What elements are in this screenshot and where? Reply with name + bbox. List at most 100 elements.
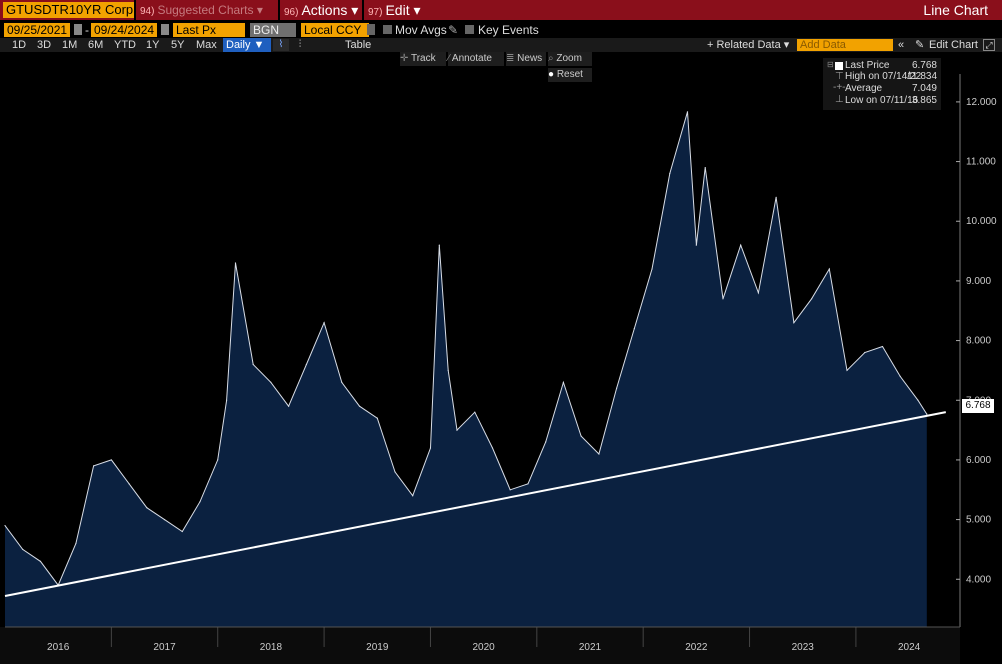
- related-data-button[interactable]: + Related Data ▾: [707, 39, 790, 51]
- price-point: [704, 166, 706, 169]
- edit-menu[interactable]: 97) Edit ▾: [368, 2, 421, 18]
- collapse-icon[interactable]: «: [898, 39, 905, 51]
- currency-dropdown-icon[interactable]: [367, 24, 375, 35]
- field-select[interactable]: Last Px: [173, 23, 245, 37]
- price-point: [491, 447, 494, 449]
- price-point: [686, 111, 689, 113]
- key-events-label: Key Events: [478, 23, 539, 37]
- key-events-checkbox[interactable]: [465, 25, 474, 34]
- price-point: [456, 429, 458, 431]
- price-point: [110, 459, 112, 461]
- end-date-field[interactable]: 09/24/2024: [91, 23, 158, 37]
- range-1d[interactable]: 1D: [12, 39, 27, 51]
- table-button[interactable]: Table: [345, 39, 372, 51]
- x-axis-band: [0, 627, 960, 664]
- price-point: [926, 413, 928, 415]
- price-point: [509, 489, 511, 491]
- separator: [362, 0, 364, 20]
- line-chart-icon[interactable]: ⌇: [273, 39, 289, 51]
- zoom-button[interactable]: ⌕ Zoom: [548, 52, 592, 66]
- price-point: [358, 405, 361, 407]
- pencil-icon[interactable]: ✎: [448, 23, 459, 37]
- edit-chart-button[interactable]: Edit Chart: [929, 39, 978, 51]
- x-tick-label: 2022: [685, 642, 708, 653]
- header-bar: GTUSDTR10YR Corp 94) Suggested Charts ▾ 9…: [0, 0, 1002, 20]
- mov-avgs-checkbox[interactable]: [383, 25, 392, 34]
- high-icon: ⊤: [835, 71, 844, 82]
- price-point: [474, 411, 476, 413]
- ticker-field[interactable]: GTUSDTR10YR Corp: [3, 2, 137, 18]
- average-icon: -+-: [833, 82, 846, 93]
- chart-type-title: Line Chart: [923, 2, 988, 18]
- price-point: [527, 483, 529, 485]
- range-ytd[interactable]: YTD: [114, 39, 136, 51]
- price-point: [810, 298, 813, 300]
- x-tick-label: 2021: [579, 642, 602, 653]
- price-point: [580, 435, 582, 437]
- price-point: [740, 244, 742, 246]
- price-point: [846, 369, 848, 372]
- price-point: [562, 381, 565, 383]
- price-point: [376, 417, 378, 419]
- y-tick-label: 10.000: [966, 216, 997, 227]
- collapse-icon[interactable]: ⊟: [827, 60, 834, 69]
- date-separator: -: [85, 23, 89, 37]
- price-point: [633, 328, 635, 330]
- add-data-input[interactable]: Add Data: [797, 39, 893, 51]
- news-icon: ≣: [506, 53, 518, 64]
- price-point: [199, 501, 201, 503]
- bar-style-icon[interactable]: ⫶: [292, 39, 308, 51]
- actions-menu[interactable]: 96) Actions ▾: [284, 2, 359, 18]
- currency-select[interactable]: Local CCY: [301, 23, 369, 37]
- separator: [278, 0, 280, 20]
- price-point: [429, 447, 432, 449]
- price-point: [93, 465, 95, 467]
- price-point: [775, 196, 777, 198]
- expand-icon[interactable]: ⤢: [983, 39, 995, 51]
- x-tick-label: 2024: [898, 642, 921, 653]
- range-1y[interactable]: 1Y: [146, 39, 160, 51]
- price-point: [757, 292, 760, 294]
- suggested-charts-menu[interactable]: 94) Suggested Charts ▾: [140, 3, 263, 17]
- price-point: [545, 441, 547, 443]
- range-5y[interactable]: 5Y: [171, 39, 185, 51]
- price-point: [412, 495, 414, 497]
- price-point: [899, 375, 901, 377]
- legend-low-value: 3.865: [911, 95, 937, 106]
- range-6m[interactable]: 6M: [88, 39, 104, 51]
- x-tick-label: 2018: [260, 642, 283, 653]
- range-3d[interactable]: 3D: [37, 39, 52, 51]
- price-point: [864, 351, 866, 354]
- x-tick-label: 2016: [47, 642, 70, 653]
- legend-low-label: Low on 07/11/16: [845, 95, 919, 106]
- price-point: [793, 322, 795, 324]
- legend-high-label: High on 07/14/22: [845, 71, 922, 82]
- price-point: [341, 381, 343, 383]
- pencil-icon[interactable]: ✎: [915, 39, 925, 51]
- last-value-label: 6.768: [962, 399, 994, 413]
- range-max[interactable]: Max: [196, 39, 217, 51]
- track-button[interactable]: ✛ Track: [400, 52, 446, 66]
- calendar-icon[interactable]: [74, 24, 82, 35]
- legend-box: ⊟ Last Price 6.768 ⊤ High on 07/14/22 11…: [823, 58, 941, 110]
- frequency-select[interactable]: Daily ▼: [223, 38, 271, 52]
- legend-last-label: Last Price: [845, 60, 890, 71]
- range-1m[interactable]: 1M: [62, 39, 78, 51]
- legend-avg-label: Average: [845, 83, 883, 94]
- last-price-swatch: [835, 62, 843, 70]
- price-point: [270, 381, 272, 383]
- x-tick-label: 2017: [153, 642, 176, 653]
- source-select[interactable]: BGN: [250, 23, 296, 37]
- start-date-field[interactable]: 09/25/2021: [4, 23, 71, 37]
- price-point: [4, 524, 6, 527]
- price-point: [217, 459, 219, 461]
- calendar-icon[interactable]: [161, 24, 169, 35]
- y-tick-label: 4.000: [966, 574, 991, 585]
- price-point: [598, 453, 600, 455]
- price-point: [22, 548, 24, 551]
- annotate-button[interactable]: ∕ Annotate: [448, 52, 504, 66]
- price-point: [75, 542, 77, 545]
- reset-button[interactable]: ● Reset: [548, 68, 592, 82]
- news-button[interactable]: ≣ News: [506, 52, 546, 66]
